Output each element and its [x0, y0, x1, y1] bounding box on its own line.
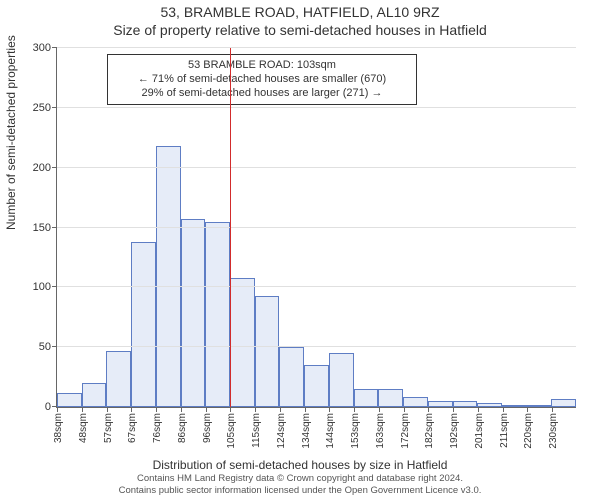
x-tick-label: 134sqm	[301, 413, 312, 449]
histogram-bar	[279, 347, 304, 407]
x-tick-label: 86sqm	[177, 413, 188, 443]
x-tick-mark	[428, 407, 429, 412]
x-tick-mark	[255, 407, 256, 412]
x-tick-mark	[379, 407, 380, 412]
histogram-bar	[403, 397, 428, 407]
y-tick-label: 250	[33, 102, 57, 114]
x-tick-mark	[57, 407, 58, 412]
y-axis-label: Number of semi-detached properties	[4, 35, 18, 230]
x-tick-mark	[82, 407, 83, 412]
histogram-bar	[304, 365, 329, 407]
x-tick-mark	[404, 407, 405, 412]
x-tick-label: 182sqm	[424, 413, 435, 449]
gridline	[57, 167, 576, 168]
histogram-bar	[156, 146, 181, 407]
x-tick-mark	[156, 407, 157, 412]
x-tick-label: 105sqm	[226, 413, 237, 449]
attribution-line-2: Contains public sector information licen…	[0, 485, 600, 496]
x-tick-label: 211sqm	[499, 413, 510, 448]
x-tick-mark	[329, 407, 330, 412]
x-tick-mark	[206, 407, 207, 412]
x-tick-mark	[552, 407, 553, 412]
figure: 53, BRAMBLE ROAD, HATFIELD, AL10 9RZ Siz…	[0, 0, 600, 500]
chart-title-subtitle: Size of property relative to semi-detach…	[0, 22, 600, 38]
gridline	[57, 107, 576, 108]
y-tick-label: 50	[39, 341, 57, 353]
histogram-bar	[428, 401, 453, 407]
x-tick-mark	[354, 407, 355, 412]
x-tick-mark	[527, 407, 528, 412]
histogram-bar	[106, 351, 131, 407]
histogram-bar	[354, 389, 379, 407]
histogram-bar	[205, 222, 230, 407]
x-tick-mark	[230, 407, 231, 412]
histogram-bar	[131, 242, 156, 407]
histogram-bar	[230, 278, 255, 407]
x-tick-mark	[503, 407, 504, 412]
x-tick-mark	[280, 407, 281, 412]
x-tick-label: 76sqm	[152, 413, 163, 443]
x-tick-label: 48sqm	[78, 413, 89, 443]
y-tick-label: 300	[33, 42, 57, 54]
x-tick-label: 201sqm	[474, 413, 485, 449]
y-tick-mark	[52, 227, 57, 228]
histogram-bar	[477, 403, 502, 407]
x-tick-label: 144sqm	[325, 413, 336, 449]
histogram-bar	[82, 383, 107, 407]
annotation-line-2: ← 71% of semi-detached houses are smalle…	[116, 73, 408, 87]
y-tick-label: 200	[33, 162, 57, 174]
y-tick-mark	[52, 107, 57, 108]
x-axis-label: Distribution of semi-detached houses by …	[0, 458, 600, 472]
annotation-line-1: 53 BRAMBLE ROAD: 103sqm	[116, 59, 408, 73]
x-tick-mark	[181, 407, 182, 412]
x-tick-mark	[478, 407, 479, 412]
y-tick-label: 150	[33, 222, 57, 234]
gridline	[57, 47, 576, 48]
histogram-bar	[453, 401, 478, 407]
histogram-bar	[329, 353, 354, 407]
histogram-bar	[378, 389, 403, 407]
plot-area: 53 BRAMBLE ROAD: 103sqm ← 71% of semi-de…	[56, 48, 576, 408]
histogram-bar	[502, 405, 527, 407]
y-tick-label: 100	[33, 281, 57, 293]
x-tick-label: 163sqm	[375, 413, 386, 449]
x-tick-label: 124sqm	[276, 413, 287, 449]
x-tick-label: 38sqm	[53, 413, 64, 443]
y-tick-label: 0	[45, 401, 57, 413]
gridline	[57, 346, 576, 347]
y-tick-mark	[52, 346, 57, 347]
marker-line	[230, 48, 231, 407]
x-tick-label: 192sqm	[449, 413, 460, 449]
x-tick-label: 115sqm	[251, 413, 262, 448]
histogram-bar	[551, 399, 576, 407]
histogram-bar	[181, 219, 206, 407]
histogram-bar	[527, 405, 552, 407]
histogram-bar	[57, 393, 82, 407]
x-tick-mark	[107, 407, 108, 412]
attribution: Contains HM Land Registry data © Crown c…	[0, 471, 600, 500]
x-tick-label: 230sqm	[548, 413, 559, 449]
y-tick-mark	[52, 47, 57, 48]
annotation-line-3: 29% of semi-detached houses are larger (…	[116, 87, 408, 101]
chart-title-address: 53, BRAMBLE ROAD, HATFIELD, AL10 9RZ	[0, 4, 600, 20]
histogram-bar	[255, 296, 280, 407]
x-tick-label: 96sqm	[202, 413, 213, 443]
x-tick-label: 172sqm	[400, 413, 411, 449]
x-tick-label: 57sqm	[103, 413, 114, 443]
gridline	[57, 227, 576, 228]
x-tick-label: 67sqm	[127, 413, 138, 443]
attribution-line-1: Contains HM Land Registry data © Crown c…	[0, 473, 600, 484]
x-tick-mark	[453, 407, 454, 412]
x-tick-mark	[131, 407, 132, 412]
y-tick-mark	[52, 167, 57, 168]
annotation-box: 53 BRAMBLE ROAD: 103sqm ← 71% of semi-de…	[107, 54, 417, 105]
x-tick-mark	[305, 407, 306, 412]
x-tick-label: 153sqm	[350, 413, 361, 449]
x-tick-label: 220sqm	[523, 413, 534, 449]
y-tick-mark	[52, 286, 57, 287]
gridline	[57, 286, 576, 287]
